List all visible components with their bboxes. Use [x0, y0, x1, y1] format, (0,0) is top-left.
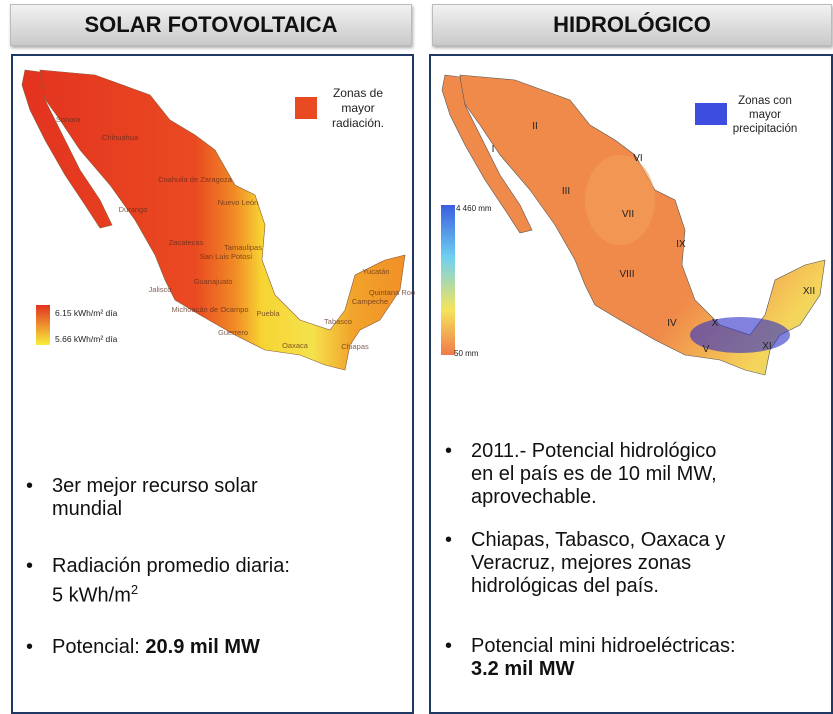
bullet: • Potencial: 20.9 mil MW [26, 636, 260, 659]
bullet-text: Potencial mini hidroeléctricas: [471, 635, 736, 657]
region-label: XI [762, 341, 771, 352]
bullet-dot: • [445, 635, 453, 657]
state-label: Campeche [352, 297, 388, 306]
legend-swatch [295, 97, 317, 119]
bullet-text: Veracruz, mejores zonas [471, 552, 692, 574]
region-label: XII [803, 286, 815, 297]
region-label: VIII [619, 269, 634, 280]
bullet-dot: • [445, 440, 453, 462]
state-label: San Luis Potosí [200, 252, 253, 261]
bullet: • 2011.- Potencial hidrológico en el país … [445, 440, 717, 509]
legend-swatch [695, 103, 727, 125]
bullet-bold: 3.2 mil MW [471, 658, 575, 680]
region-label: X [712, 318, 719, 329]
bullet-text: mundial [52, 498, 123, 520]
state-label: Zacatecas [169, 238, 204, 247]
region-label: IX [676, 239, 686, 250]
region-label: III [562, 186, 570, 197]
map-blob [585, 155, 655, 245]
label: 4 460 mm [456, 204, 492, 213]
bullet-bold: 20.9 mil MW [145, 636, 260, 658]
header: HIDROLÓGICO [432, 4, 832, 46]
bullet-dot: • [445, 529, 453, 551]
bullet-dot: • [26, 475, 34, 497]
bullet-text: Potencial: [52, 636, 146, 658]
bullet: • Potencial mini hidroeléctricas: 3.2 mil … [445, 635, 736, 681]
state-label: Guanajuato [194, 277, 233, 286]
bullet-text: hidrológicas del país. [471, 575, 659, 597]
label: mayor [341, 101, 374, 115]
state-label: Guerrero [218, 328, 248, 337]
slide: SOLAR FOTOVOLTAICA HIDROLÓGICO Zonas de m… [10, 4, 833, 714]
bullet-dot: • [26, 555, 34, 577]
label: 6.15 kWh/m² día [55, 308, 118, 318]
label: Zonas de [333, 86, 383, 100]
bullet: • Radiación promedio diaria: 5 kWh/m2 [26, 555, 290, 608]
map-blob [690, 317, 790, 353]
bullet: • 3er mejor recurso solar mundial [26, 475, 258, 521]
state-label: Chihuahua [102, 133, 139, 142]
scale-bar [36, 305, 50, 345]
bullet-sup: 2 [130, 582, 139, 597]
bullet-text: 2011.- Potencial hidrológico [471, 440, 717, 462]
bullet-text: Chiapas, Tabasco, Oaxaca y [471, 529, 726, 551]
label: 5.66 kWh/m² día [55, 334, 118, 344]
label: radiación. [332, 116, 384, 130]
state-label: Puebla [256, 309, 280, 318]
region-label: VI [633, 153, 642, 164]
bullet-text: aprovechable. [471, 486, 597, 508]
bullet-text: 5 kWh/m [52, 584, 131, 607]
state-label: Chiapas [341, 342, 369, 351]
state-label: Oaxaca [282, 341, 309, 350]
bullet: • Chiapas, Tabasco, Oaxaca y Veracruz, mej… [445, 529, 726, 598]
state-label: Yucatán [362, 267, 389, 276]
region-label: IV [667, 318, 677, 329]
state-label: Durango [119, 205, 148, 214]
scale-bar [441, 205, 455, 355]
label: mayor [749, 109, 781, 121]
label: 50 mm [454, 349, 479, 358]
state-label: Sonora [56, 115, 81, 124]
bullet-text: 3er mejor recurso solar [52, 475, 258, 497]
state-label: Nuevo León [218, 198, 258, 207]
region-label: VII [622, 209, 634, 220]
label: Zonas con [738, 95, 792, 107]
state-label: Quintana Roo [369, 288, 415, 297]
header: SOLAR FOTOVOLTAICA [10, 4, 412, 46]
bullet-text: Radiación promedio diaria: [52, 555, 290, 577]
state-label: Tamaulipas [224, 243, 262, 252]
region-label: I [492, 144, 495, 155]
region-label: II [532, 121, 538, 132]
bullet-dot: • [26, 636, 34, 658]
bullet-text: en el país es de 10 mil MW, [471, 463, 717, 485]
state-label: Tabasco [324, 317, 352, 326]
state-label: Jalisco [149, 285, 172, 294]
label: precipitación [733, 123, 798, 135]
state-label: Michoacán de Ocampo [171, 305, 248, 314]
state-label: Coahuila de Zaragoza [158, 175, 233, 184]
region-label: V [703, 344, 710, 355]
